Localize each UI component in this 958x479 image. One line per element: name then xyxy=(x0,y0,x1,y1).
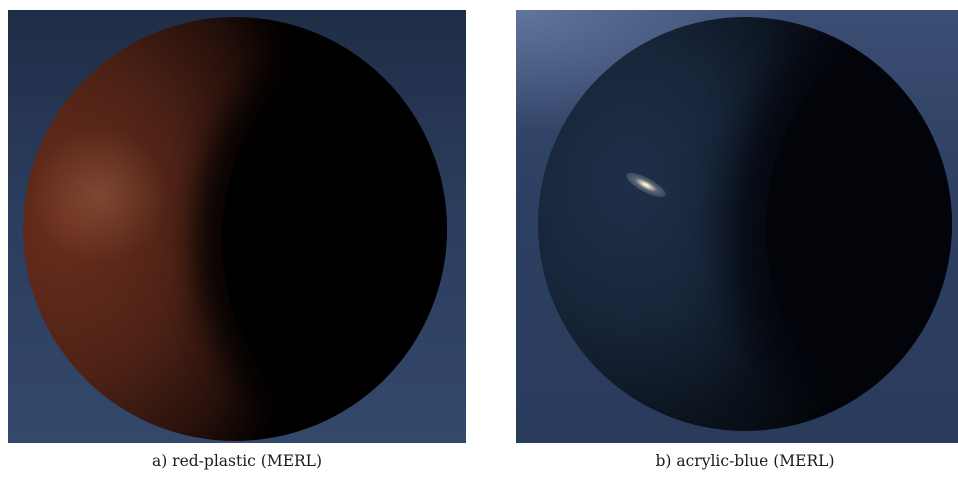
caption-acrylic-blue: b) acrylic-blue (MERL) xyxy=(655,452,835,470)
sphere-shadow xyxy=(765,17,952,431)
render-panel-acrylic-blue xyxy=(516,10,958,443)
caption-red-plastic: a) red-plastic (MERL) xyxy=(151,452,323,470)
render-panel-red-plastic xyxy=(8,10,466,443)
red-plastic-sphere xyxy=(23,17,447,441)
sphere-shadow xyxy=(222,17,447,441)
specular-highlight xyxy=(623,168,669,202)
acrylic-blue-sphere xyxy=(538,17,952,431)
